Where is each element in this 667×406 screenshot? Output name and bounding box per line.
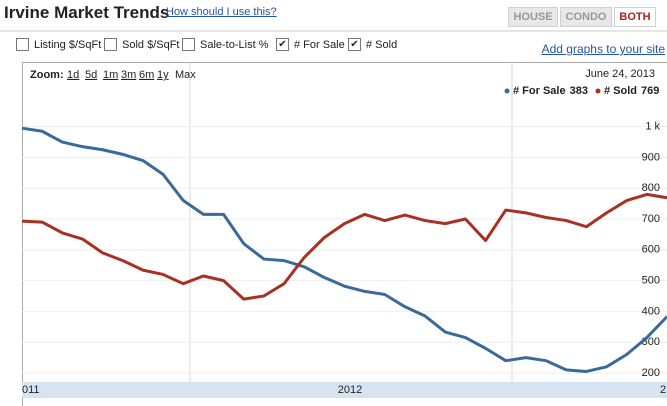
navigator-label: 2012	[338, 384, 362, 396]
line-series	[21, 126, 667, 373]
option[interactable]: ✔ # For Sale	[276, 38, 345, 51]
y-tick-label: 400	[642, 305, 660, 317]
option[interactable]: Sold $/SqFt	[104, 38, 179, 51]
legend-dot	[504, 88, 510, 94]
navigator-label: 2	[660, 384, 666, 396]
y-tick-label: 800	[642, 182, 660, 194]
legend-value: 769	[641, 85, 659, 97]
legend-dot	[595, 88, 601, 94]
option[interactable]: ✔ # Sold	[348, 38, 397, 51]
tab[interactable]: HOUSE	[508, 7, 558, 27]
legend-value: 383	[570, 85, 588, 97]
zoom-link[interactable]: 5d	[85, 69, 97, 81]
y-tick-label: 600	[642, 244, 660, 256]
y-tick-label: 500	[642, 275, 660, 287]
y-tick-label: 1 k	[645, 121, 660, 133]
tab[interactable]: CONDO	[560, 7, 612, 27]
zoom-link[interactable]: 6m	[139, 69, 154, 81]
option[interactable]: Listing $/SqFt	[16, 38, 101, 51]
option-label: # Sold	[366, 38, 398, 51]
option-label: Sold $/SqFt	[122, 38, 180, 51]
option-label: # For Sale	[294, 38, 345, 51]
line-series	[21, 192, 667, 301]
option-label: Sale-to-List %	[200, 38, 269, 51]
chart-frame	[22, 62, 667, 406]
navigator-label: 011	[22, 384, 40, 396]
zoom-link[interactable]: 1y	[157, 69, 169, 81]
checkbox[interactable]: ✔	[276, 38, 289, 51]
title: Irvine Market Trends	[4, 3, 170, 22]
checkbox[interactable]	[104, 38, 117, 51]
zoom-current: Max	[175, 69, 196, 81]
option[interactable]: Sale-to-List %	[182, 38, 268, 51]
add-graphs-link[interactable]: Add graphs to your site	[541, 42, 665, 56]
help-link[interactable]: How should I use this?	[166, 6, 277, 18]
checkbox[interactable]	[182, 38, 195, 51]
zoom-link[interactable]: 1d	[67, 69, 79, 81]
y-tick-label: 900	[642, 151, 660, 163]
navigator	[22, 382, 667, 398]
legend-name: # For Sale	[513, 85, 566, 97]
checkbox[interactable]	[16, 38, 29, 51]
zoom-link[interactable]: 3m	[121, 69, 136, 81]
y-tick-label: 700	[642, 213, 660, 225]
legend-name: # Sold	[604, 85, 637, 97]
checkbox[interactable]: ✔	[348, 38, 361, 51]
y-tick-label: 200	[642, 367, 660, 379]
date: June 24, 2013	[585, 68, 655, 80]
tab[interactable]: BOTH	[614, 7, 656, 27]
zoom-label: Zoom:	[30, 69, 64, 81]
option-label: Listing $/SqFt	[34, 38, 102, 51]
zoom-link[interactable]: 1m	[103, 69, 118, 81]
